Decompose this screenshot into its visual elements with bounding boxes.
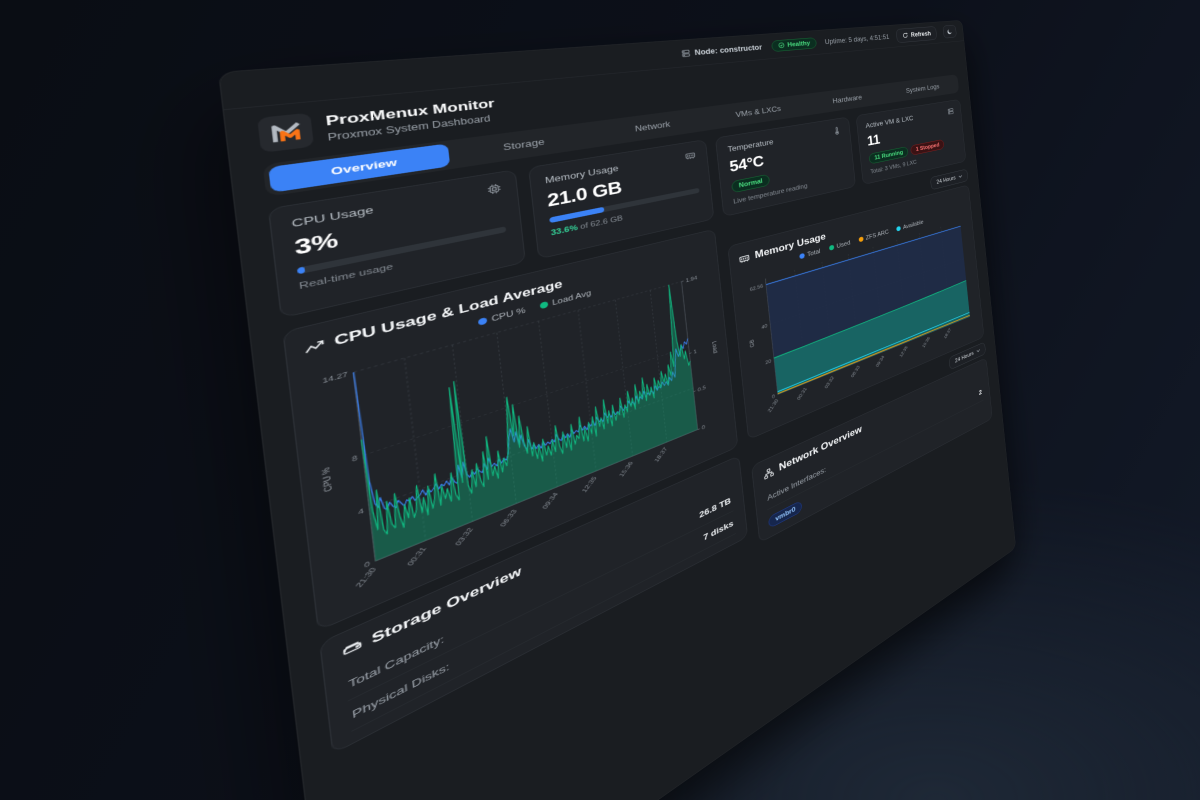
uptime-text: Uptime: 5 days, 4:51:51 (824, 32, 890, 46)
check-circle-icon (778, 42, 785, 49)
svg-text:0: 0 (702, 424, 706, 431)
svg-text:09:34: 09:34 (875, 355, 885, 368)
svg-text:1: 1 (693, 348, 697, 355)
svg-text:15:36: 15:36 (618, 461, 635, 478)
svg-text:03:32: 03:32 (454, 527, 476, 547)
svg-text:21:30: 21:30 (354, 567, 379, 588)
svg-text:0: 0 (772, 393, 776, 400)
thermometer-icon (832, 126, 841, 135)
health-badge: Healthy (770, 37, 817, 52)
svg-text:09:34: 09:34 (541, 492, 560, 510)
svg-text:06:33: 06:33 (850, 365, 861, 378)
svg-text:15:36: 15:36 (921, 336, 930, 348)
proxmenux-m-icon (266, 118, 307, 147)
dashboard-window: Node: constructor Healthy Uptime: 5 days… (218, 20, 1017, 800)
svg-text:CPU %: CPU % (320, 466, 334, 494)
svg-text:1.94: 1.94 (685, 275, 697, 284)
theme-toggle-button[interactable] (942, 24, 957, 39)
memory-chart-card: Memory Usage Total Used ZFS ARC Availabl… (727, 184, 985, 441)
cpu-icon (486, 182, 501, 195)
network-icon (763, 466, 775, 481)
svg-text:8: 8 (352, 454, 359, 463)
svg-text:Load: Load (711, 340, 719, 354)
server-stack-icon (947, 107, 954, 115)
memory-chart: 0 20 40 62.56 21:30 00:31 03:32 06:33 09:34 12:35… (741, 214, 978, 431)
svg-text:GB: GB (749, 339, 756, 349)
svg-text:06:33: 06:33 (499, 509, 519, 528)
temperature-status-badge: Normal (731, 173, 770, 194)
memory-icon (738, 252, 750, 265)
chevron-down-icon (958, 175, 962, 179)
svg-text:00:31: 00:31 (405, 546, 428, 566)
svg-text:18:37: 18:37 (653, 447, 669, 463)
app-logo (257, 112, 315, 153)
svg-text:20: 20 (765, 358, 771, 366)
svg-text:4: 4 (358, 507, 364, 517)
svg-text:00:31: 00:31 (796, 387, 808, 401)
refresh-button[interactable]: Refresh (895, 25, 938, 43)
refresh-icon (902, 32, 908, 38)
svg-text:0: 0 (364, 560, 370, 570)
activity-icon (303, 337, 325, 356)
server-icon (680, 48, 691, 57)
chevron-down-icon (976, 349, 980, 353)
svg-text:12:35: 12:35 (581, 476, 599, 493)
cpu-chart-card: CPU Usage & Load Average CPU % Load Avg … (282, 228, 739, 632)
node-name: Node: constructor (694, 42, 763, 57)
svg-text:62.56: 62.56 (750, 283, 764, 293)
moon-icon (947, 29, 952, 35)
svg-text:40: 40 (761, 323, 767, 331)
hard-drive-icon (341, 637, 363, 660)
svg-text:18:37: 18:37 (943, 327, 952, 339)
node-indicator: Node: constructor (680, 43, 762, 58)
svg-text:0.5: 0.5 (697, 384, 706, 393)
svg-text:03:32: 03:32 (824, 376, 836, 390)
svg-text:12:35: 12:35 (899, 345, 909, 358)
svg-text:21:30: 21:30 (767, 398, 780, 413)
memory-icon (685, 150, 696, 161)
svg-text:14.27: 14.27 (322, 371, 348, 386)
cpu-load-chart: 0 4 8 14.27 0 0.5 1 1.94 21:30 00:31 03:32 06:33 09:… (307, 267, 728, 616)
